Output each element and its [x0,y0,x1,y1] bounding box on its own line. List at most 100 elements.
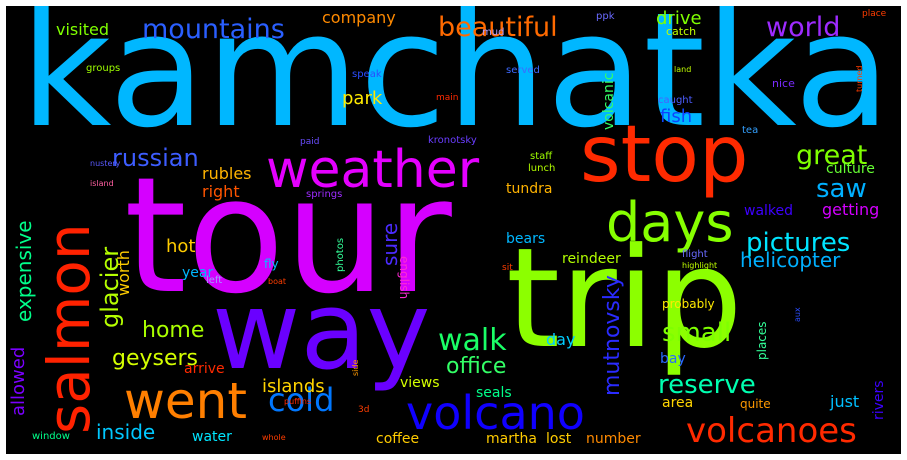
word: speak [352,69,382,80]
word: year [182,265,214,281]
word: puffins [284,397,312,406]
word: island [90,179,114,188]
word: nustery [90,159,121,168]
word: martha [486,431,537,447]
word: place [862,9,887,19]
word: tundra [506,181,553,197]
word: aux [793,307,802,322]
word: mountains [142,14,285,45]
word: coffee [376,431,420,447]
word: geysers [112,346,199,371]
word: water [192,429,232,445]
word: tour [124,142,452,329]
word: salmon [35,223,103,434]
word: office [446,354,507,379]
word: right [202,182,240,201]
word: days [606,191,734,254]
word: english [397,256,411,300]
word: 3d [358,405,370,415]
word: reserve [658,370,756,400]
word: day [546,330,576,349]
word: window [32,431,70,442]
word: lunch [528,163,556,174]
word: turned [855,65,864,92]
word: way [212,269,431,394]
word: side [351,359,360,376]
word: caught [658,95,693,106]
word: islands [262,376,325,397]
word: volcanic [601,72,617,130]
word: saw [816,174,867,204]
word: lost [546,431,572,447]
word: inside [96,420,156,444]
word: staff [530,151,553,162]
word: beautiful [438,12,558,43]
word: ppk [596,11,615,22]
word: groups [86,63,121,74]
word: kronotsky [428,135,477,146]
word: left [206,275,223,286]
word: nice [772,77,795,90]
word: fish [660,106,693,127]
word: worth [114,250,133,296]
word: land [674,65,692,74]
word: places [755,321,769,360]
word: helicopter [740,248,841,272]
word: volcano [406,386,585,440]
word: pictures [746,228,851,258]
word: fly [264,257,279,271]
word: volcanoes [686,411,857,451]
word: weather [266,140,480,200]
word: hot [166,236,196,257]
word: stop [580,110,749,200]
word: just [830,392,860,411]
word: quite [740,397,771,411]
word: home [142,318,205,343]
word: cold [268,381,335,419]
word: photos [335,237,346,272]
word: rivers [871,380,887,420]
word: served [506,65,540,76]
word: allowed [8,346,29,416]
word: culture [826,161,875,177]
word: world [766,12,841,43]
word: highlight [682,261,718,270]
word: tea [742,125,759,136]
word: bears [506,231,546,247]
word: flight [682,249,708,260]
word: drive [656,8,702,29]
word: rubles [202,164,252,183]
word: small [662,318,732,348]
word: walked [744,203,794,219]
word: park [342,88,383,109]
word: went [124,372,247,430]
word: springs [306,189,343,200]
word: reindeer [562,251,621,267]
word: sit [502,263,513,273]
word: boat [268,277,287,286]
word: company [322,8,396,27]
word-cloud: kamchatka tour trip way stop weather sal… [6,6,901,454]
word: number [586,431,641,447]
word: catch [666,25,697,38]
word: seals [476,385,512,401]
word: bay [660,351,686,367]
word: russian [112,144,199,172]
word: mutnovsky [600,275,625,396]
word: expensive [12,220,36,322]
word: paid [300,137,320,147]
word: area [662,395,694,411]
word: main [436,93,459,103]
word: getting [822,200,880,219]
word: visited [56,20,109,39]
word: mud [482,27,505,38]
word: whole [262,433,286,442]
word: kamchatka [20,6,891,163]
word: probably [662,297,715,311]
word: arrive [184,361,225,377]
word: views [400,375,440,391]
word: great [796,140,868,171]
word: trip [506,218,743,379]
word: walk [438,323,507,358]
